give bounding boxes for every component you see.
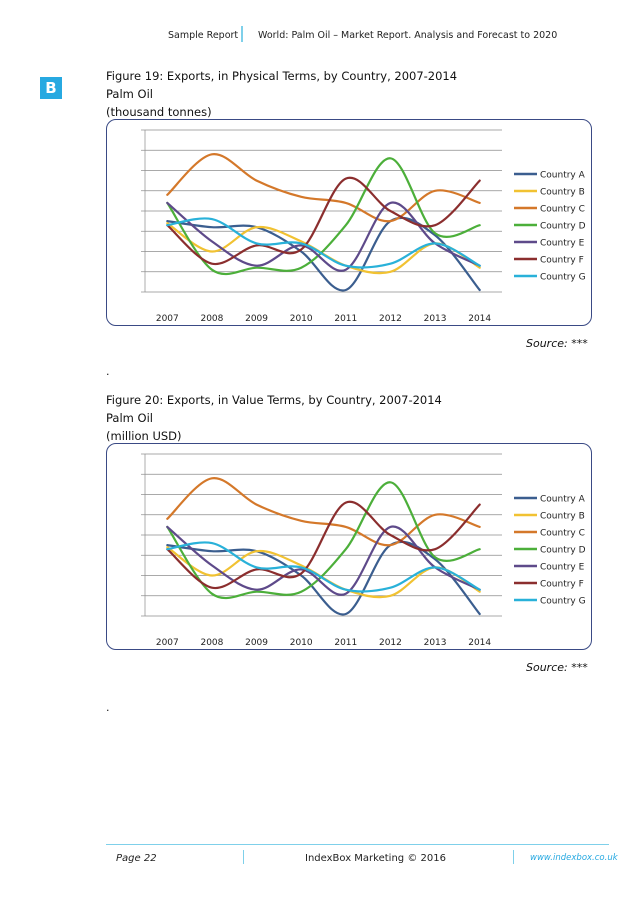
x-tick-label: 2007: [156, 638, 179, 648]
figure-1-source-label: Source:: [526, 337, 568, 350]
figure-2-source-value: ***: [571, 661, 588, 674]
figure-2-product: Palm Oil: [106, 411, 153, 425]
legend-label: Country E: [540, 239, 585, 249]
legend-label: Country B: [540, 512, 585, 522]
figure-1-chart-frame: 2007 2008 2009 2010 2011 2012 2013 2014 Country …: [106, 119, 592, 326]
x-tick-label: 2010: [290, 314, 313, 324]
series-line-country-a: [166, 216, 481, 292]
legend-label: Country G: [540, 597, 586, 607]
series-line-country-g: [166, 217, 481, 269]
x-tick-label: 2012: [379, 638, 402, 648]
footer-website-link[interactable]: www.indexbox.co.uk: [530, 853, 618, 863]
legend-label: Country A: [540, 171, 586, 181]
series-line-country-d: [166, 157, 481, 276]
footer-separator: [243, 850, 244, 864]
header-report-label: Sample Report: [168, 30, 239, 41]
figure-1-product: Palm Oil: [106, 87, 153, 101]
series-line-country-c: [166, 153, 481, 223]
indexbox-logo: B: [40, 77, 62, 99]
figure-2-source-label: Source:: [526, 661, 568, 674]
x-tick-label: 2010: [290, 638, 313, 648]
figure-2-line-chart: 2007 2008 2009 2010 2011 2012 2013 2014 Country …: [141, 453, 586, 648]
series-line-country-f: [166, 176, 481, 266]
header-divider: [241, 26, 243, 42]
series-line-country-a: [166, 540, 481, 616]
legend-label: Country F: [540, 256, 584, 266]
legend-label: Country D: [540, 546, 586, 556]
footer-page-number: Page 22: [116, 853, 157, 864]
x-tick-label: 2012: [379, 314, 402, 324]
series-line-country-c: [166, 477, 481, 547]
x-tick-label: 2013: [424, 638, 447, 648]
legend-label: Country B: [540, 188, 585, 198]
legend-label: Country C: [540, 205, 585, 215]
x-tick-label: 2007: [156, 314, 179, 324]
figure-1-after-note: .: [106, 365, 110, 378]
figure-1-caption: Figure 19: Exports, in Physical Terms, b…: [106, 67, 457, 121]
figure-2-title: Figure 20: Exports, in Value Terms, by C…: [106, 393, 442, 407]
x-tick-label: 2009: [245, 314, 268, 324]
x-tick-label: 2008: [200, 314, 223, 324]
figure-1-unit: (thousand tonnes): [106, 105, 212, 119]
series-line-country-d: [166, 481, 481, 600]
footer-copyright: IndexBox Marketing © 2016: [305, 853, 446, 864]
x-tick-label: 2011: [334, 314, 357, 324]
series-line-country-g: [166, 541, 481, 593]
figure-1-line-chart: 2007 2008 2009 2010 2011 2012 2013 2014 Country …: [141, 129, 586, 324]
legend-label: Country C: [540, 529, 585, 539]
figure-2-source: Source: ***: [526, 661, 588, 674]
figure-2-caption: Figure 20: Exports, in Value Terms, by C…: [106, 391, 442, 445]
x-tick-label: 2013: [424, 314, 447, 324]
legend-label: Country A: [540, 495, 586, 505]
legend-label: Country E: [540, 563, 585, 573]
footer-separator: [513, 850, 514, 864]
figure-2-after-note: .: [106, 701, 110, 714]
x-tick-label: 2008: [200, 638, 223, 648]
series-line-country-e: [166, 525, 481, 596]
legend-label: Country G: [540, 273, 586, 283]
x-tick-label: 2011: [334, 638, 357, 648]
series-line-country-e: [166, 201, 481, 272]
figure-2-chart-frame: 2007 2008 2009 2010 2011 2012 2013 2014 Country …: [106, 443, 592, 650]
header-report-title: World: Palm Oil – Market Report. Analysi…: [258, 30, 558, 41]
figure-1-title: Figure 19: Exports, in Physical Terms, b…: [106, 69, 458, 83]
x-tick-label: 2014: [468, 638, 491, 648]
x-tick-label: 2009: [245, 638, 268, 648]
figure-1-source-value: ***: [571, 337, 588, 350]
figure-1-source: Source: ***: [526, 337, 588, 350]
footer-divider: [106, 844, 609, 845]
series-line-country-f: [166, 500, 481, 590]
legend-label: Country D: [540, 222, 586, 232]
legend-label: Country F: [540, 580, 584, 590]
figure-2-unit: (million USD): [106, 429, 182, 443]
x-tick-label: 2014: [468, 314, 491, 324]
